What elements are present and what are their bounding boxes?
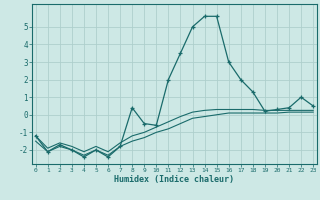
X-axis label: Humidex (Indice chaleur): Humidex (Indice chaleur)	[115, 175, 234, 184]
